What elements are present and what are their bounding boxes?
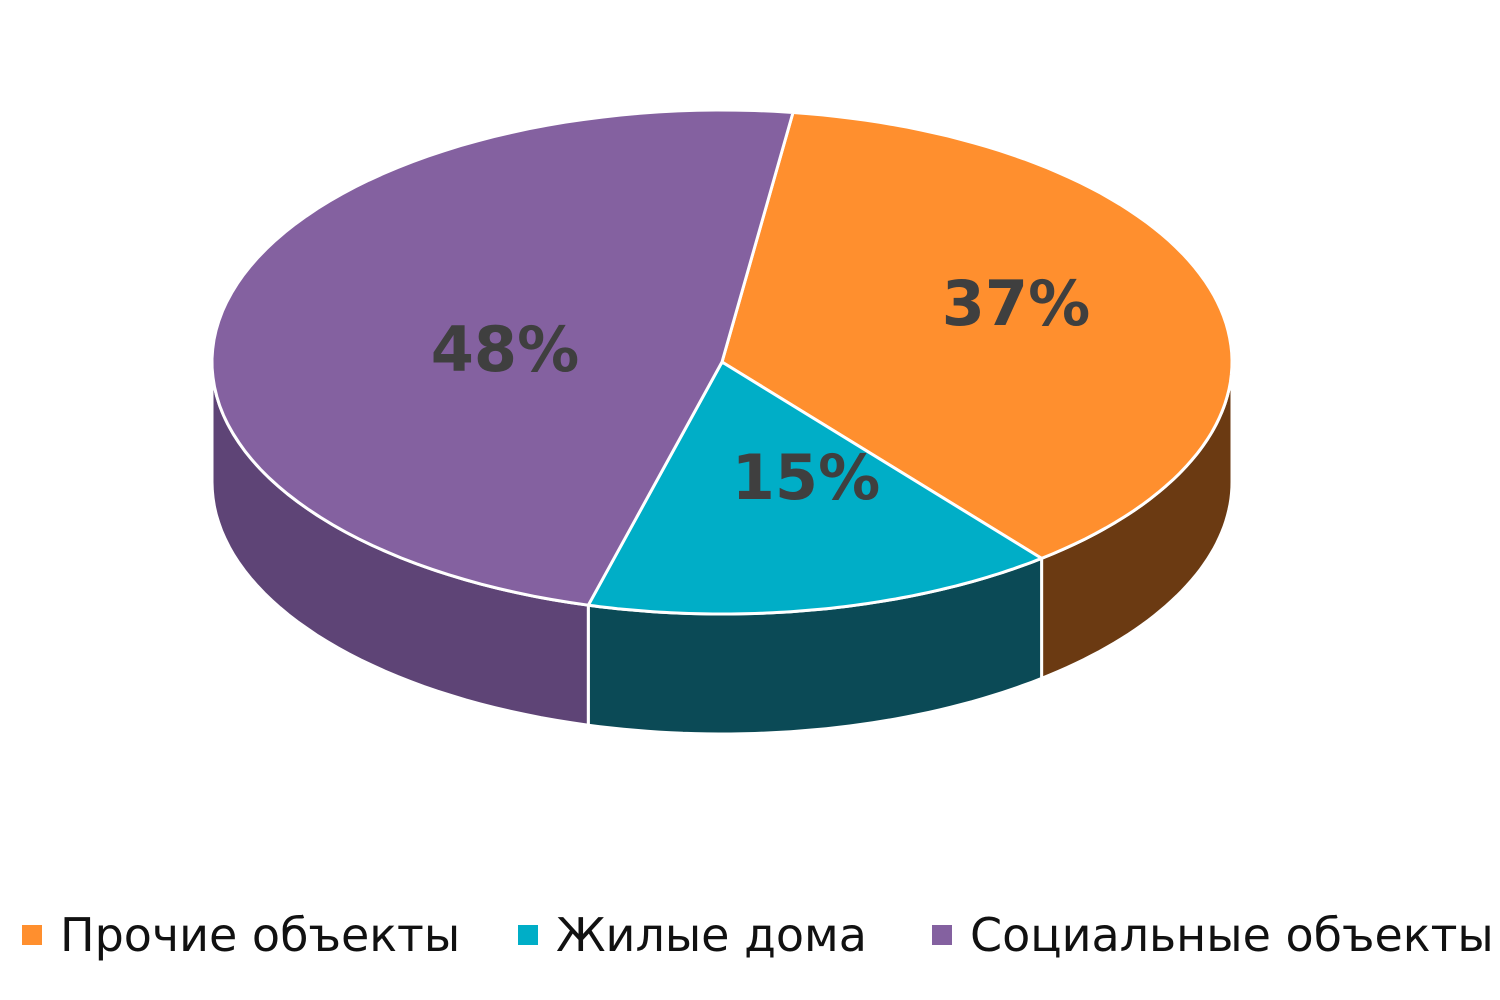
data-label-prochie: 37% bbox=[942, 267, 1090, 340]
legend-item-socialnye: Социальные объекты bbox=[932, 895, 1494, 975]
data-label-zhilye: 15% bbox=[732, 441, 880, 514]
legend-label-socialnye: Социальные объекты bbox=[970, 908, 1494, 962]
legend-item-prochie: Прочие объекты bbox=[22, 895, 460, 975]
legend-swatch-socialnye bbox=[932, 925, 952, 945]
pie-slice-zhilye bbox=[586, 360, 1044, 616]
legend-label-zhilye: Жилые дома bbox=[556, 908, 867, 962]
legend-item-zhilye: Жилые дома bbox=[518, 895, 867, 975]
legend-swatch-zhilye bbox=[518, 925, 538, 945]
legend-swatch-prochie bbox=[22, 925, 42, 945]
pie-slice-socialnye bbox=[210, 108, 795, 607]
pie-chart: 37% 15% 48% bbox=[210, 108, 1234, 736]
pie-slices bbox=[210, 108, 1234, 616]
legend-label-prochie: Прочие объекты bbox=[60, 908, 461, 962]
data-label-socialnye: 48% bbox=[431, 313, 579, 386]
pie-slice-prochie bbox=[720, 111, 1234, 560]
legend: Прочие объекты Жилые дома Социальные объ… bbox=[0, 895, 1500, 975]
data-labels: 37% 15% 48% bbox=[431, 267, 1090, 514]
